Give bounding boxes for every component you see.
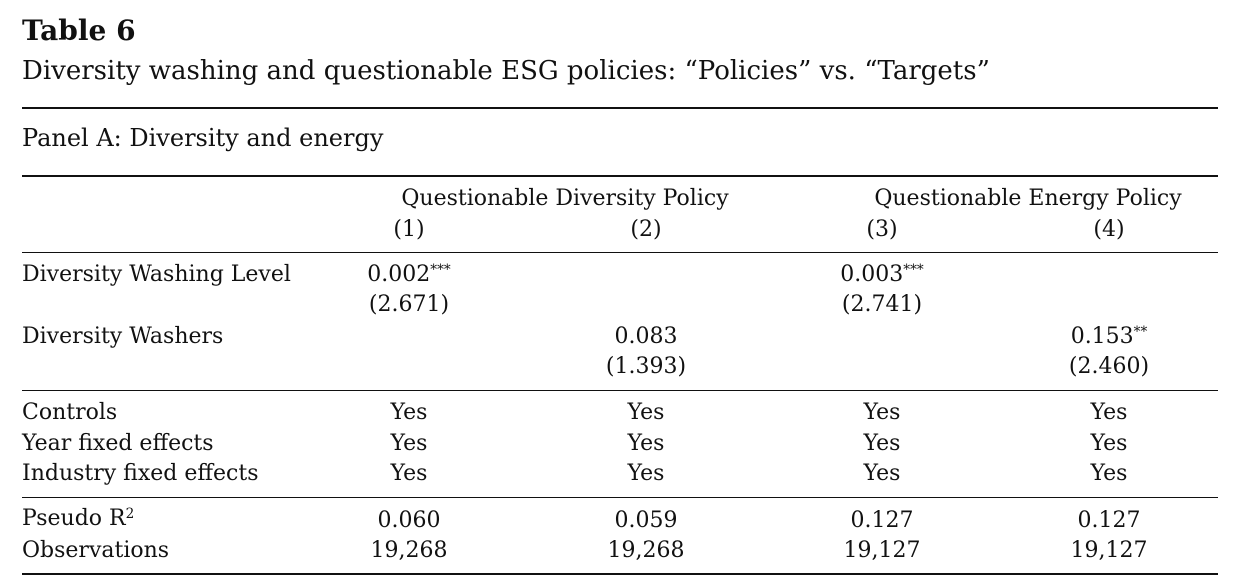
column-header-1: (1)	[393, 217, 425, 242]
table-cell: 0.059	[614, 508, 678, 533]
column-header-3: (3)	[866, 217, 898, 242]
table-cell: Yes	[390, 431, 428, 456]
table-cell: Yes	[863, 431, 901, 456]
panel-rule	[22, 175, 1218, 177]
table-cell: Yes	[627, 400, 665, 425]
controls-rule	[22, 390, 1218, 391]
row-label-observations: Observations	[22, 538, 170, 563]
bottom-rule	[22, 573, 1218, 575]
table-cell: Yes	[1090, 431, 1128, 456]
table-cell: Yes	[390, 461, 428, 486]
table-cell: Yes	[1090, 461, 1128, 486]
column-header-2: (2)	[630, 217, 662, 242]
table-cell: Yes	[863, 400, 901, 425]
coef-value: 0.002	[367, 262, 431, 287]
t-stat-cell: (1.393)	[605, 354, 687, 379]
coef-cell: 0.153**	[1070, 323, 1148, 349]
table-title: Table 6	[22, 14, 136, 47]
stats-rule	[22, 497, 1218, 498]
superscript: 2	[125, 505, 135, 522]
table-cell: 0.127	[850, 508, 914, 533]
table-cell: Yes	[627, 461, 665, 486]
t-stat-cell: (2.671)	[368, 292, 450, 317]
row-label-pseudo-r2: Pseudo R2	[22, 505, 135, 531]
row-label-controls: Controls	[22, 400, 118, 425]
row-label-text: Pseudo R	[22, 506, 126, 531]
table-cell: 0.060	[377, 508, 441, 533]
t-stat-cell: (2.741)	[841, 292, 923, 317]
header-rule	[22, 252, 1218, 253]
column-header-4: (4)	[1093, 217, 1125, 242]
coef-value: 0.083	[614, 324, 678, 349]
table-cell: 19,127	[843, 538, 921, 563]
panel-label: Panel A: Diversity and energy	[22, 124, 384, 152]
t-stat-cell: (2.460)	[1068, 354, 1150, 379]
table-cell: Yes	[863, 461, 901, 486]
coef-cell: 0.003***	[840, 261, 924, 287]
row-label-industry-fixed-effects: Industry fixed effects	[22, 461, 259, 486]
coef-value: 0.003	[840, 262, 904, 287]
top-rule	[22, 107, 1218, 109]
row-label-diversity-washers: Diversity Washers	[22, 324, 224, 349]
table-cell: Yes	[1090, 400, 1128, 425]
coef-value: 0.153	[1070, 324, 1134, 349]
table-cell: 19,268	[607, 538, 685, 563]
coef-cell: 0.083	[615, 326, 678, 348]
table-cell: 0.127	[1077, 508, 1141, 533]
table-cell: Yes	[390, 400, 428, 425]
group-header-energy: Questionable Energy Policy	[874, 186, 1182, 211]
row-label-year-fixed-effects: Year fixed effects	[22, 431, 214, 456]
coef-cell: 0.002***	[367, 261, 451, 287]
group-header-diversity: Questionable Diversity Policy	[401, 186, 729, 211]
table-subtitle: Diversity washing and questionable ESG p…	[22, 56, 990, 86]
table-cell: 19,268	[370, 538, 448, 563]
table-cell: Yes	[627, 431, 665, 456]
table-cell: 19,127	[1070, 538, 1148, 563]
row-label-diversity-washing-level: Diversity Washing Level	[22, 262, 291, 287]
significance-stars: ***	[903, 261, 924, 278]
significance-stars: **	[1133, 323, 1148, 340]
significance-stars: ***	[430, 261, 451, 278]
